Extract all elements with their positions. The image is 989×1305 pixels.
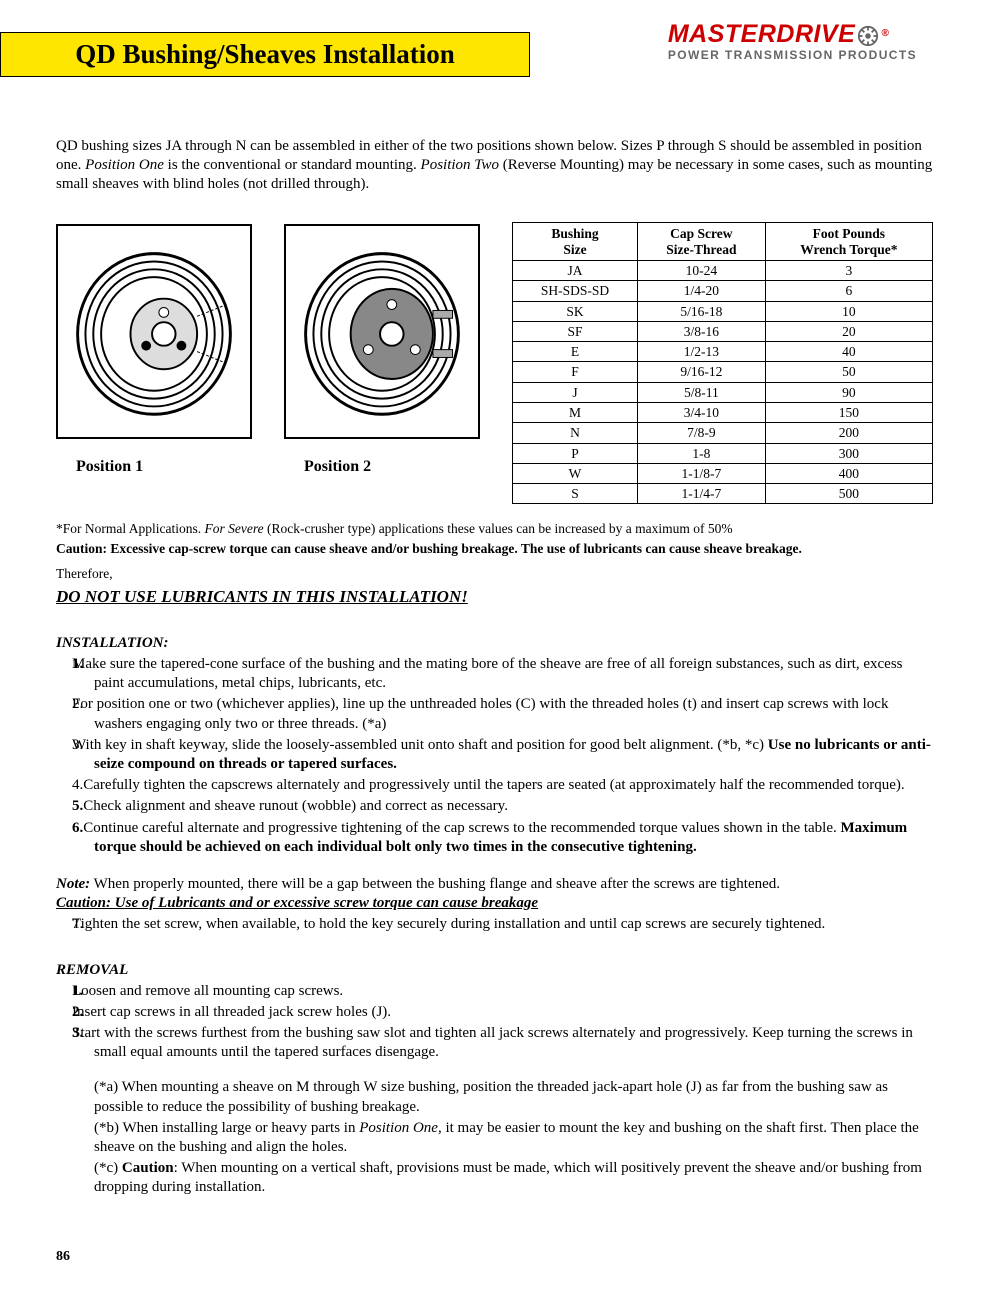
table-cell: 10 xyxy=(765,301,932,321)
th-torque: Foot PoundsWrench Torque* xyxy=(765,223,932,261)
table-cell: 5/16-18 xyxy=(637,301,765,321)
table-cell: M xyxy=(513,403,638,423)
table-cell: 5/8-11 xyxy=(637,382,765,402)
table-cell: 1-1/8-7 xyxy=(637,463,765,483)
position-2-figure xyxy=(284,224,480,439)
table-cell: 50 xyxy=(765,362,932,382)
brand-subtitle: POWER TRANSMISSION PRODUCTS xyxy=(668,48,917,63)
table-cell: 1-8 xyxy=(637,443,765,463)
torque-table: BushingSize Cap ScrewSize-Thread Foot Po… xyxy=(512,222,933,504)
table-cell: 9/16-12 xyxy=(637,362,765,382)
brand-block: MASTERDRIVE ® POWER TRANSMISSION PRODUCT… xyxy=(668,18,917,63)
removal-step-2: 2. Insert cap screws in all threaded jac… xyxy=(94,1003,933,1022)
intro-paragraph: QD bushing sizes JA through N can be ass… xyxy=(56,137,933,195)
registered-mark: ® xyxy=(881,28,889,41)
table-cell: 200 xyxy=(765,423,932,443)
table-cell: E xyxy=(513,342,638,362)
table-cell: 90 xyxy=(765,382,932,402)
notes-block: (*a) When mounting a sheave on M through… xyxy=(94,1078,933,1197)
note-line: Note: When properly mounted, there will … xyxy=(56,875,933,894)
table-row: E1/2-1340 xyxy=(513,342,933,362)
table-cell: S xyxy=(513,484,638,504)
table-cell: 150 xyxy=(765,403,932,423)
table-cell: SK xyxy=(513,301,638,321)
note-c: (*c) Caution: When mounting on a vertica… xyxy=(94,1159,933,1197)
table-cell: 40 xyxy=(765,342,932,362)
table-cell: W xyxy=(513,463,638,483)
figure-row: Position 1 Position 2 BushingSize xyxy=(56,224,933,504)
note-b: (*b) When installing large or heavy part… xyxy=(94,1119,933,1157)
table-cell: 3/4-10 xyxy=(637,403,765,423)
table-cell: 6 xyxy=(765,281,932,301)
installation-heading: INSTALLATION: xyxy=(56,634,933,653)
therefore: Therefore, xyxy=(56,565,933,582)
table-cell: F xyxy=(513,362,638,382)
page-number: 86 xyxy=(56,1248,933,1266)
no-lubricants-warning: DO NOT USE LUBRICANTS IN THIS INSTALLATI… xyxy=(56,586,933,608)
removal-heading: REMOVAL xyxy=(56,961,933,980)
th-bushing: BushingSize xyxy=(513,223,638,261)
table-cell: 20 xyxy=(765,321,932,341)
intro-text-2: is the conventional or standard mounting… xyxy=(164,157,421,173)
removal-step-1: 1. Loosen and remove all mounting cap sc… xyxy=(94,982,933,1001)
table-cell: 3 xyxy=(765,261,932,281)
brand-name-row: MASTERDRIVE ® xyxy=(668,18,917,50)
table-cell: N xyxy=(513,423,638,443)
installation-list: 1.Make sure the tapered-cone surface of … xyxy=(94,655,933,857)
table-cell: 7/8-9 xyxy=(637,423,765,443)
caution-2: Caution: Use of Lubricants and or excess… xyxy=(56,894,933,913)
table-cell: 3/8-16 xyxy=(637,321,765,341)
table-row: F9/16-1250 xyxy=(513,362,933,382)
install-step-6: 6. Continue careful alternate and progre… xyxy=(94,819,933,857)
table-row: JA10-243 xyxy=(513,261,933,281)
table-cell: 1-1/4-7 xyxy=(637,484,765,504)
position-1-figure xyxy=(56,224,252,439)
brand-name: MASTERDRIVE xyxy=(668,18,855,50)
caution-1: Caution: Excessive cap-screw torque can … xyxy=(56,540,933,557)
intro-pos2: Position Two xyxy=(421,157,500,173)
table-row: N7/8-9200 xyxy=(513,423,933,443)
install-step-5: 5. Check alignment and sheave runout (wo… xyxy=(94,797,933,816)
figure-1-col: Position 1 xyxy=(56,224,252,477)
figure-2-caption: Position 2 xyxy=(304,457,480,477)
table-row: S1-1/4-7500 xyxy=(513,484,933,504)
table-row: P1-8300 xyxy=(513,443,933,463)
title-bar: QD Bushing/Sheaves Installation xyxy=(0,32,530,77)
figure-2-col: Position 2 xyxy=(284,224,480,477)
install-step-3: 3. With key in shaft keyway, slide the l… xyxy=(94,736,933,774)
note-a: (*a) When mounting a sheave on M through… xyxy=(94,1078,933,1116)
table-cell: 1/4-20 xyxy=(637,281,765,301)
table-row: SK5/16-1810 xyxy=(513,301,933,321)
install-step-7-list: 7. Tighten the set screw, when available… xyxy=(94,915,933,934)
intro-pos1: Position One xyxy=(85,157,164,173)
table-cell: 300 xyxy=(765,443,932,463)
install-step-7: 7. Tighten the set screw, when available… xyxy=(94,915,933,934)
table-cell: 1/2-13 xyxy=(637,342,765,362)
removal-step-3: 3. Start with the screws furthest from t… xyxy=(94,1024,933,1062)
table-cell: J xyxy=(513,382,638,402)
table-cell: P xyxy=(513,443,638,463)
table-cell: 10-24 xyxy=(637,261,765,281)
table-row: J5/8-1190 xyxy=(513,382,933,402)
table-cell: 500 xyxy=(765,484,932,504)
figure-1-caption: Position 1 xyxy=(76,457,252,477)
table-cell: JA xyxy=(513,261,638,281)
table-row: SF3/8-1620 xyxy=(513,321,933,341)
table-cell: SH-SDS-SD xyxy=(513,281,638,301)
removal-list: 1. Loosen and remove all mounting cap sc… xyxy=(94,982,933,1063)
gear-icon xyxy=(857,23,879,45)
page-title: QD Bushing/Sheaves Installation xyxy=(1,37,529,72)
install-step-4: 4. Carefully tighten the capscrews alter… xyxy=(94,776,933,795)
table-cell: 400 xyxy=(765,463,932,483)
th-capscrew: Cap ScrewSize-Thread xyxy=(637,223,765,261)
table-row: M3/4-10150 xyxy=(513,403,933,423)
table-cell: SF xyxy=(513,321,638,341)
table-row: SH-SDS-SD1/4-206 xyxy=(513,281,933,301)
install-step-2: 2. For position one or two (whichever ap… xyxy=(94,695,933,733)
table-row: W1-1/8-7400 xyxy=(513,463,933,483)
install-step-1: 1.Make sure the tapered-cone surface of … xyxy=(94,655,933,693)
footnote: *For Normal Applications. For Severe (Ro… xyxy=(56,520,933,537)
